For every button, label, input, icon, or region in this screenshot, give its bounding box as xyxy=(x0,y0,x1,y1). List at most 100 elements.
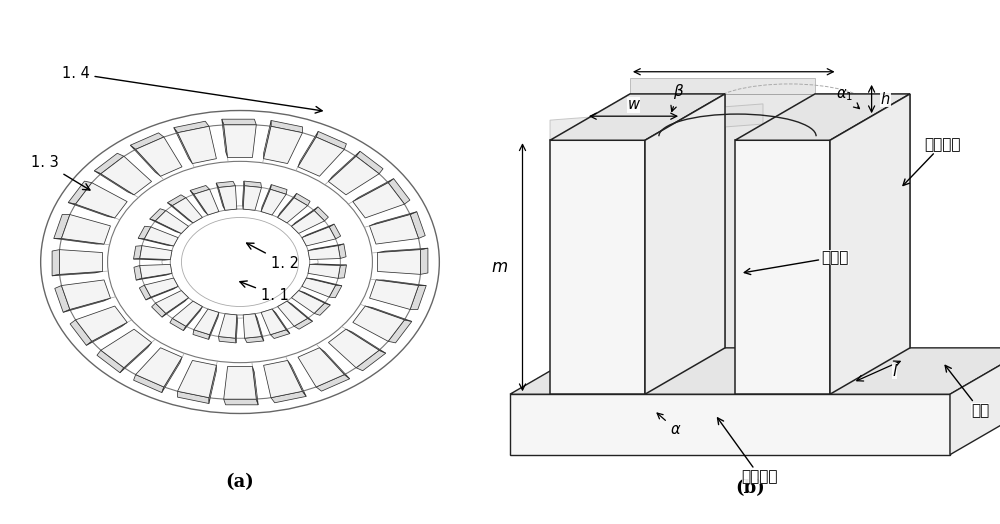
Polygon shape xyxy=(550,104,763,140)
Polygon shape xyxy=(271,121,303,133)
Polygon shape xyxy=(278,193,297,217)
Polygon shape xyxy=(130,145,161,176)
Polygon shape xyxy=(308,265,340,278)
Polygon shape xyxy=(76,183,127,218)
Polygon shape xyxy=(272,309,290,334)
Polygon shape xyxy=(328,156,379,195)
Polygon shape xyxy=(140,246,172,259)
Polygon shape xyxy=(54,214,70,238)
Polygon shape xyxy=(101,156,152,195)
Polygon shape xyxy=(155,291,189,313)
Polygon shape xyxy=(261,184,271,212)
Polygon shape xyxy=(294,319,313,329)
Polygon shape xyxy=(216,183,225,210)
Polygon shape xyxy=(172,198,202,223)
Text: w: w xyxy=(628,97,640,113)
Polygon shape xyxy=(174,121,209,133)
Polygon shape xyxy=(353,306,404,341)
Polygon shape xyxy=(167,195,186,205)
Polygon shape xyxy=(328,151,360,181)
Polygon shape xyxy=(298,348,344,387)
Polygon shape xyxy=(152,303,166,317)
Polygon shape xyxy=(76,306,127,341)
Polygon shape xyxy=(162,298,189,317)
Polygon shape xyxy=(830,94,910,394)
Text: m: m xyxy=(492,258,508,276)
Polygon shape xyxy=(950,348,1000,455)
Polygon shape xyxy=(146,286,178,300)
Text: $\alpha_1$: $\alpha_1$ xyxy=(836,88,859,108)
Polygon shape xyxy=(291,207,318,226)
Polygon shape xyxy=(144,278,178,297)
Text: 齿部侧面: 齿部侧面 xyxy=(903,137,961,185)
Polygon shape xyxy=(136,274,172,280)
Polygon shape xyxy=(645,366,878,394)
Polygon shape xyxy=(224,125,256,158)
Polygon shape xyxy=(139,285,151,300)
Polygon shape xyxy=(410,286,426,310)
Polygon shape xyxy=(291,211,325,233)
Polygon shape xyxy=(61,214,110,244)
Polygon shape xyxy=(271,391,306,403)
Polygon shape xyxy=(356,151,383,174)
Polygon shape xyxy=(302,278,336,297)
Polygon shape xyxy=(302,227,336,246)
Polygon shape xyxy=(328,329,379,368)
Polygon shape xyxy=(55,286,70,312)
Polygon shape xyxy=(299,291,330,305)
Polygon shape xyxy=(278,198,308,223)
Polygon shape xyxy=(243,186,262,210)
Polygon shape xyxy=(329,224,341,239)
Polygon shape xyxy=(410,212,425,238)
Polygon shape xyxy=(270,330,290,339)
Polygon shape xyxy=(370,214,419,244)
Polygon shape xyxy=(155,211,189,233)
Polygon shape xyxy=(178,361,216,398)
Polygon shape xyxy=(388,320,412,343)
Polygon shape xyxy=(68,203,115,218)
Polygon shape xyxy=(190,185,210,194)
Polygon shape xyxy=(224,399,258,405)
Polygon shape xyxy=(94,171,134,195)
Polygon shape xyxy=(194,309,219,335)
Polygon shape xyxy=(193,330,210,340)
Polygon shape xyxy=(136,137,182,176)
Polygon shape xyxy=(194,189,219,215)
Polygon shape xyxy=(510,394,950,455)
Polygon shape xyxy=(310,264,346,266)
Text: 1. 2: 1. 2 xyxy=(247,243,299,270)
Polygon shape xyxy=(370,212,417,226)
Polygon shape xyxy=(52,271,103,276)
Polygon shape xyxy=(353,179,394,202)
Polygon shape xyxy=(244,181,262,188)
Polygon shape xyxy=(302,224,334,238)
Polygon shape xyxy=(288,361,306,396)
Polygon shape xyxy=(218,314,237,338)
Text: 1. 4: 1. 4 xyxy=(62,66,322,113)
Polygon shape xyxy=(377,249,420,275)
Polygon shape xyxy=(150,219,181,233)
Polygon shape xyxy=(218,336,236,343)
Polygon shape xyxy=(216,181,235,188)
Polygon shape xyxy=(183,307,202,331)
Polygon shape xyxy=(222,119,256,125)
Polygon shape xyxy=(218,186,237,210)
Polygon shape xyxy=(94,154,124,174)
Text: h: h xyxy=(881,92,890,106)
Polygon shape xyxy=(261,189,286,215)
Polygon shape xyxy=(209,365,216,403)
Polygon shape xyxy=(60,249,103,275)
Polygon shape xyxy=(287,301,313,321)
Polygon shape xyxy=(235,315,238,343)
Polygon shape xyxy=(61,280,110,310)
Polygon shape xyxy=(725,94,910,348)
Polygon shape xyxy=(308,244,344,250)
Polygon shape xyxy=(261,309,286,335)
Polygon shape xyxy=(63,298,110,312)
Polygon shape xyxy=(138,238,174,246)
Text: 底面: 底面 xyxy=(945,365,989,418)
Polygon shape xyxy=(319,348,350,379)
Polygon shape xyxy=(264,126,302,163)
Polygon shape xyxy=(365,306,412,321)
Polygon shape xyxy=(255,314,264,341)
